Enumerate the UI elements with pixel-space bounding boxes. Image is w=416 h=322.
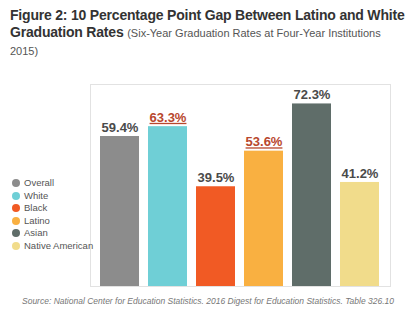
- svg-text:39.5%: 39.5%: [198, 170, 235, 185]
- svg-text:59.4%: 59.4%: [102, 120, 139, 135]
- svg-text:72.3%: 72.3%: [294, 87, 331, 102]
- svg-text:41.2%: 41.2%: [342, 166, 379, 181]
- html-text:Overall: Overall: [24, 177, 55, 188]
- html-text:Black: Black: [24, 202, 48, 213]
- html-text:Latino: Latino: [24, 214, 50, 226]
- html-text:Figure 2: 10 Percentage Point: Figure 2: 10 Percentage Point Gap Betwee…: [10, 7, 405, 57]
- html-text:Native American: Native American: [24, 239, 94, 251]
- svg-text:63.3%: 63.3%: [150, 110, 187, 125]
- html-text:White: White: [24, 189, 49, 201]
- html-text:Asian: Asian: [24, 227, 48, 238]
- html-text:Source: National Center for Ed: Source: National Center for Education St…: [22, 296, 394, 306]
- svg-text:53.6%: 53.6%: [246, 134, 283, 149]
